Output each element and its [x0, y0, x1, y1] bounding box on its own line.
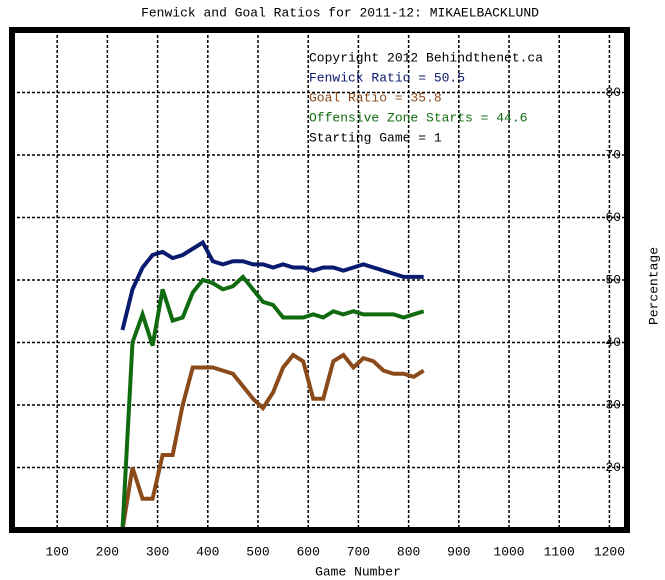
y-tick-label: 70 — [605, 147, 621, 162]
plot-border — [9, 27, 630, 533]
x-tick-label: 900 — [447, 544, 470, 559]
x-tick-label: 200 — [96, 544, 119, 559]
annotation: Copyright 2012 Behindthenet.ca — [309, 50, 543, 65]
x-tick-label: 100 — [45, 544, 68, 559]
x-tick-label: 600 — [297, 544, 320, 559]
y-tick-label: 60 — [605, 210, 621, 225]
x-tick-label: 800 — [397, 544, 420, 559]
annotation: Starting Game = 1 — [309, 130, 442, 145]
y-tick-label: 50 — [605, 272, 621, 287]
x-tick-label: 1200 — [594, 544, 625, 559]
chart-title: Fenwick and Goal Ratios for 2011-12: MIK… — [141, 5, 539, 20]
x-tick-label: 300 — [146, 544, 169, 559]
legend-entry: Goal Ratio = 35.8 — [309, 90, 442, 105]
y-axis-label: Percentage — [646, 247, 661, 325]
x-axis-label: Game Number — [315, 564, 401, 579]
y-tick-label: 20 — [605, 460, 621, 475]
y-tick-label: 40 — [605, 335, 621, 350]
y-tick-label: 80 — [605, 85, 621, 100]
x-tick-label: 400 — [196, 544, 219, 559]
legend-entry: Offensive Zone Starts = 44.6 — [309, 110, 527, 125]
y-tick-label: 30 — [605, 397, 621, 412]
x-tick-label: 700 — [347, 544, 370, 559]
series-line — [120, 239, 424, 331]
legend-entry: Fenwick Ratio = 50.5 — [309, 70, 465, 85]
x-tick-label: 500 — [246, 544, 269, 559]
x-tick-label: 1100 — [544, 544, 575, 559]
series-line — [120, 273, 425, 531]
x-tick-label: 1000 — [493, 544, 524, 559]
series-line — [120, 352, 425, 531]
